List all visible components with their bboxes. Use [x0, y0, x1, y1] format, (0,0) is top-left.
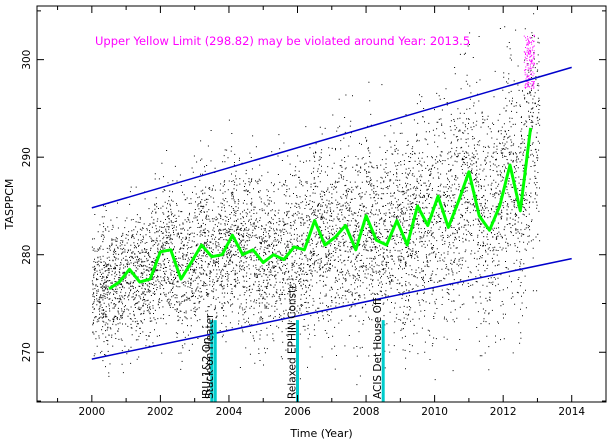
x-tick-label: 2000 — [78, 406, 105, 418]
violation-annotation: Upper Yellow Limit (298.82) may be viola… — [95, 34, 470, 48]
x-tick-label: 2008 — [353, 406, 380, 418]
upper-trend-line — [91, 66, 572, 209]
y-tick-label: 270 — [21, 342, 33, 362]
event-marker-label: Relaxed EPHIN Constr — [287, 284, 299, 399]
x-tick-label: 2004 — [216, 406, 243, 418]
violation-points — [523, 34, 535, 90]
plot-frame — [36, 5, 607, 403]
axes: 2000 2002 2004 2006 2008 2010 2012 2014 270 280 29… — [21, 6, 607, 418]
x-tick-label: 2010 — [421, 406, 448, 418]
x-axis-label: Time (Year) — [289, 427, 352, 440]
x-tick-label: 2006 — [284, 406, 311, 418]
y-tick-label: 280 — [21, 245, 33, 265]
y-tick-label: 300 — [21, 50, 33, 70]
violation-cloud — [523, 34, 535, 90]
x-tick-label: 2012 — [490, 406, 517, 418]
x-tick-label: 2002 — [147, 406, 174, 418]
trend-lines — [91, 66, 572, 360]
event-marker-label: IRU-1&2 On — [201, 337, 213, 399]
lower-trend-line — [91, 257, 572, 360]
x-tick-label: 2014 — [558, 406, 585, 418]
event-marker-label: ACIS Det House Off — [372, 297, 384, 399]
scatter-points — [91, 13, 541, 386]
y-tick-label: 290 — [21, 147, 33, 167]
event-marker-label: Stuck-on Heater — [204, 313, 216, 399]
moving-average-line — [108, 127, 533, 291]
scatter-cloud — [91, 13, 541, 386]
y-axis-label: TASPPCM — [3, 179, 16, 231]
